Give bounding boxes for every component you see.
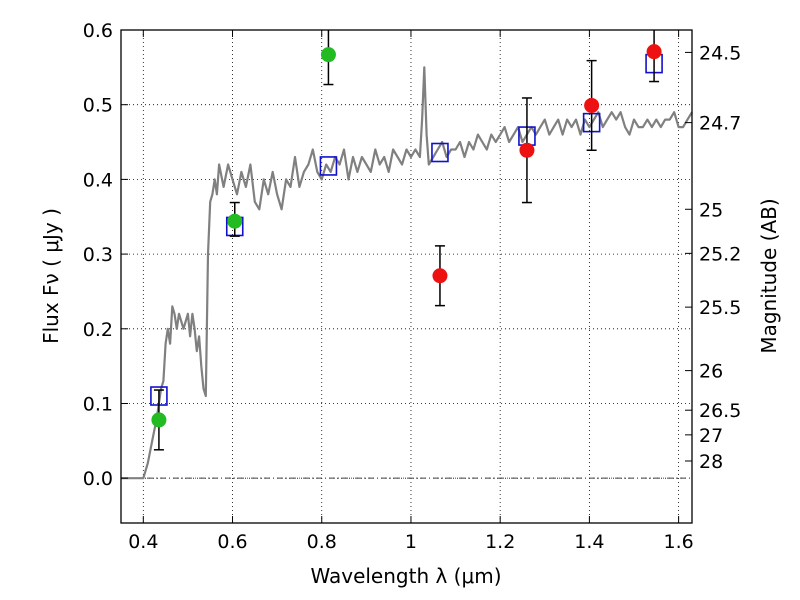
ticks: 0.4 0.6 0.8 1 1.2 1.4 1.6 0.0 0.1 0.2 0.3 0.4 0.5 0.6… bbox=[83, 20, 742, 553]
y2-tick-label: 26 bbox=[699, 361, 723, 383]
data-point bbox=[584, 97, 600, 113]
y2-tick-label: 24.5 bbox=[699, 42, 741, 64]
data-point bbox=[151, 412, 167, 428]
model-box-marker bbox=[431, 142, 449, 163]
x-axis-label: Wavelength λ (μm) bbox=[310, 564, 501, 588]
data-point bbox=[432, 268, 448, 284]
x-tick-label: 0.6 bbox=[217, 531, 247, 553]
x-tick-label: 1.6 bbox=[664, 531, 694, 553]
data-point bbox=[227, 213, 243, 229]
y-tick-label: 0.2 bbox=[83, 319, 113, 341]
y-tick-label: 0.0 bbox=[83, 468, 113, 490]
x-tick-label: 1.2 bbox=[485, 531, 515, 553]
y-tick-label: 0.3 bbox=[83, 244, 113, 266]
x-tick-label: 0.4 bbox=[128, 531, 158, 553]
data-point bbox=[320, 47, 336, 63]
model-box-marker bbox=[319, 156, 338, 176]
y2-tick-label: 25.2 bbox=[699, 243, 741, 265]
y2-tick-label: 28 bbox=[699, 451, 723, 473]
y2-tick-label: 27 bbox=[699, 425, 723, 447]
x-tick-label: 1 bbox=[405, 531, 417, 553]
x-tick-label: 1.4 bbox=[574, 531, 604, 553]
y-tick-label: 0.4 bbox=[83, 169, 113, 191]
y2-tick-label: 25 bbox=[699, 199, 723, 221]
y-tick-label: 0.5 bbox=[83, 95, 113, 117]
model-photometry-boxes bbox=[150, 53, 663, 406]
error-bars bbox=[153, 30, 660, 451]
y2-tick-label: 25.5 bbox=[699, 297, 741, 319]
observed-points bbox=[151, 44, 662, 428]
x-tick-label: 0.8 bbox=[307, 531, 337, 553]
plot-frame bbox=[120, 29, 693, 524]
model-spectrum bbox=[121, 66, 693, 480]
data-point bbox=[519, 142, 535, 158]
y-tick-label: 0.6 bbox=[83, 20, 113, 42]
y2-axis-label: Magnitude (AB) bbox=[757, 198, 781, 353]
data-point bbox=[646, 44, 662, 60]
model-spectrum-line bbox=[121, 66, 693, 480]
y-tick-label: 0.1 bbox=[83, 393, 113, 415]
y2-tick-label: 26.5 bbox=[699, 400, 741, 422]
y2-tick-label: 24.7 bbox=[699, 113, 741, 135]
y-axis-label: Flux Fν ( μJy ) bbox=[39, 208, 63, 344]
